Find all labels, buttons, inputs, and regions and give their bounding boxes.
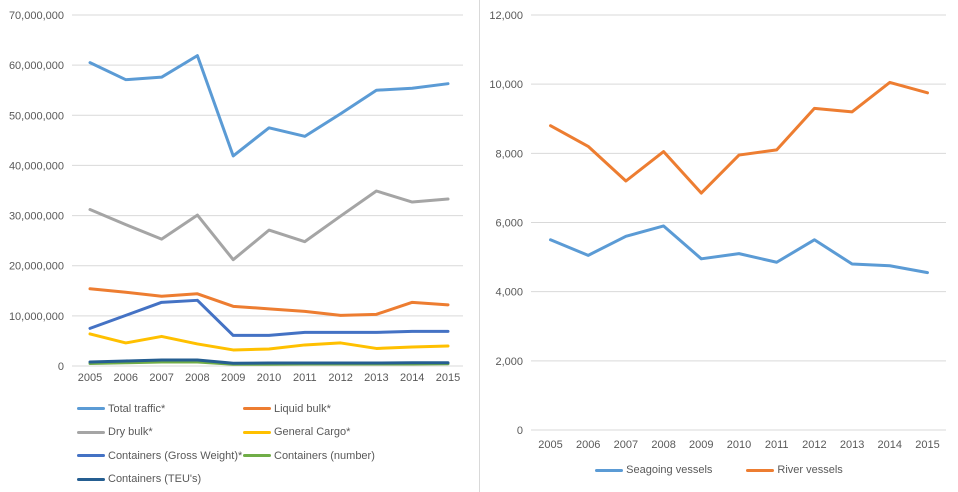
x-tick-label: 2014 xyxy=(878,439,902,451)
x-tick-label: 2007 xyxy=(149,372,173,384)
legend-label: Liquid bulk* xyxy=(274,402,331,415)
y-tick-label: 10,000,000 xyxy=(9,311,64,323)
cargo-traffic-chart-panel: 0 10,000,000 20,000,000 30,000,000 40,000,00… xyxy=(8,10,463,491)
legend-item: Dry bulk* xyxy=(77,426,243,438)
series-line-liquid-bulk xyxy=(88,287,450,317)
series-line-dry-bulk xyxy=(88,189,450,262)
x-tick-label: 2011 xyxy=(293,372,317,384)
legend-label: Seagoing vessels xyxy=(626,464,713,476)
x-tick-label: 2008 xyxy=(185,372,209,384)
x-tick-label: 2009 xyxy=(689,439,713,451)
x-tick-label: 2015 xyxy=(436,372,460,384)
legend-label: General Cargo* xyxy=(274,426,351,439)
y-tick-label: 8,000 xyxy=(495,148,523,160)
x-tick-label: 2014 xyxy=(400,372,424,384)
legend-item: Containers (number) xyxy=(243,450,375,462)
legend-swatch-icon xyxy=(243,407,271,411)
y-tick-label: 50,000,000 xyxy=(9,110,64,122)
y-tick-label: 0 xyxy=(517,425,523,437)
y-tick-label: 6,000 xyxy=(495,218,523,230)
legend-swatch-icon xyxy=(243,454,271,458)
y-tick-label: 20,000,000 xyxy=(9,261,64,273)
cargo-traffic-chart: 0 10,000,000 20,000,000 30,000,000 40,000,00… xyxy=(9,10,463,384)
x-tick-label: 2012 xyxy=(802,439,826,451)
legend-item: Liquid bulk* xyxy=(243,403,375,415)
legend-swatch-icon xyxy=(77,454,105,458)
y-tick-label: 30,000,000 xyxy=(9,211,64,223)
series-line-river-vessels xyxy=(549,80,929,195)
y-tick-label: 2,000 xyxy=(495,356,523,368)
y-tick-label: 40,000,000 xyxy=(9,160,64,172)
legend-swatch-icon xyxy=(243,430,271,434)
x-tick-label: 2010 xyxy=(257,372,281,384)
x-tick-label: 2005 xyxy=(78,372,102,384)
y-tick-label: 60,000,000 xyxy=(9,60,64,72)
legend-label: Containers (number) xyxy=(274,449,375,462)
series-line-seagoing-vessels xyxy=(549,224,929,275)
x-tick-label: 2006 xyxy=(114,372,138,384)
y-tick-label: 12,000 xyxy=(489,10,523,22)
legend-item: Containers (Gross Weight)* xyxy=(77,450,243,462)
vessels-chart: 0 2,000 4,000 6,000 8,000 10,000 12,000 2005 200… xyxy=(489,10,946,451)
legend-swatch-icon xyxy=(595,468,624,472)
vessels-legend: Seagoing vessels River vessels xyxy=(480,464,958,476)
legend-item: General Cargo* xyxy=(243,426,375,438)
x-tick-label: 2011 xyxy=(765,439,789,451)
legend-item: Seagoing vessels xyxy=(595,464,712,476)
x-tick-label: 2013 xyxy=(364,372,388,384)
x-tick-label: 2015 xyxy=(915,439,939,451)
legend-label: River vessels xyxy=(777,464,843,476)
y-tick-label: 4,000 xyxy=(495,287,523,299)
series-line-containers-gross-weight xyxy=(88,298,450,337)
legend-label: Total traffic* xyxy=(108,402,166,415)
legend-swatch-icon xyxy=(77,477,105,481)
x-tick-label: 2006 xyxy=(576,439,600,451)
cargo-traffic-legend: Total traffic* Liquid bulk* Dry bulk* Gener… xyxy=(77,397,375,491)
x-tick-label: 2010 xyxy=(727,439,751,451)
legend-swatch-icon xyxy=(746,468,775,472)
series-line-containers-teu-s xyxy=(88,358,450,365)
legend-item: Containers (TEU's) xyxy=(77,473,243,485)
y-tick-label: 70,000,000 xyxy=(9,10,64,22)
series-line-general-cargo xyxy=(88,332,450,352)
y-tick-label: 0 xyxy=(58,361,64,373)
legend-label: Containers (TEU's) xyxy=(108,473,202,486)
x-tick-label: 2012 xyxy=(328,372,352,384)
x-tick-label: 2013 xyxy=(840,439,864,451)
x-tick-label: 2008 xyxy=(651,439,675,451)
legend-swatch-icon xyxy=(77,430,105,434)
y-tick-label: 10,000 xyxy=(489,79,523,91)
x-tick-label: 2005 xyxy=(538,439,562,451)
legend-item: Total traffic* xyxy=(77,403,243,415)
vessels-chart-panel: 0 2,000 4,000 6,000 8,000 10,000 12,000 2005 200… xyxy=(479,0,958,492)
legend-label: Dry bulk* xyxy=(108,426,153,439)
legend-label: Containers (Gross Weight)* xyxy=(108,449,243,462)
series-line-total-traffic xyxy=(88,54,450,158)
x-tick-label: 2009 xyxy=(221,372,245,384)
x-tick-label: 2007 xyxy=(614,439,638,451)
legend-swatch-icon xyxy=(77,407,105,411)
legend-item: River vessels xyxy=(746,464,843,476)
